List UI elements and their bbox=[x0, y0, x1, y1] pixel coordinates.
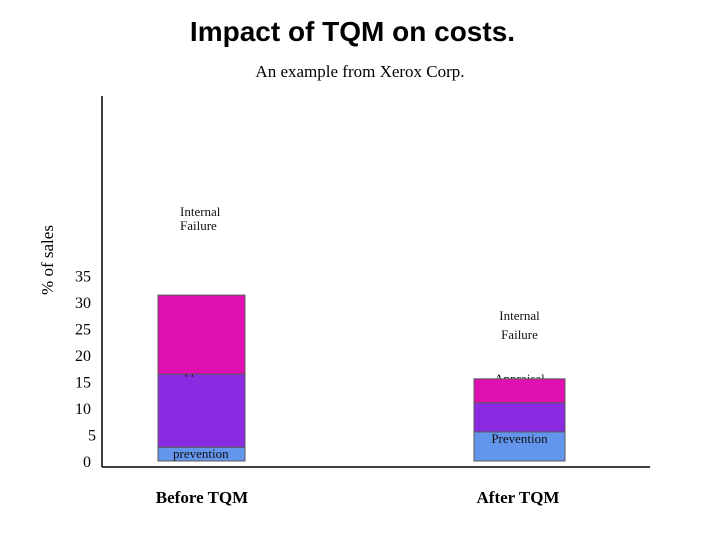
bar-segment-prevention bbox=[473, 431, 566, 462]
y-tick-label: 15 bbox=[75, 375, 91, 392]
y-tick-label: 0 bbox=[83, 454, 91, 471]
bar-segment-internal-failure bbox=[473, 378, 566, 404]
bar-segment-label: Internal Failure bbox=[180, 204, 221, 233]
bar-segment-appraisal bbox=[473, 402, 566, 433]
bar-segment-label: Internal Failure bbox=[499, 308, 540, 342]
y-tick-label: 25 bbox=[75, 322, 91, 339]
bar-segment-appraisal bbox=[157, 373, 246, 448]
bar-after-tqm: PreventionAppraisalInternalFailure bbox=[473, 308, 566, 462]
y-tick-label: 35 bbox=[75, 269, 91, 286]
y-tick-label: 20 bbox=[75, 348, 91, 365]
chart-subtitle: An example from Xerox Corp. bbox=[255, 62, 465, 81]
bar-segment-label: Prevention bbox=[491, 431, 548, 446]
y-tick-label: 30 bbox=[75, 295, 91, 312]
x-category-label: After TQM bbox=[477, 488, 560, 507]
bar-segment-internal-failure bbox=[157, 294, 246, 375]
y-tick-label: 10 bbox=[75, 401, 91, 418]
chart-title: Impact of TQM on costs. bbox=[189, 16, 516, 47]
y-axis-label: % of sales bbox=[38, 225, 57, 295]
y-tick-label: 5 bbox=[88, 428, 96, 445]
x-category-label: Before TQM bbox=[156, 488, 248, 507]
bar-segment-label: prevention bbox=[173, 446, 229, 461]
bar-before-tqm: preventionAppraisalInternalFailure bbox=[157, 204, 246, 462]
